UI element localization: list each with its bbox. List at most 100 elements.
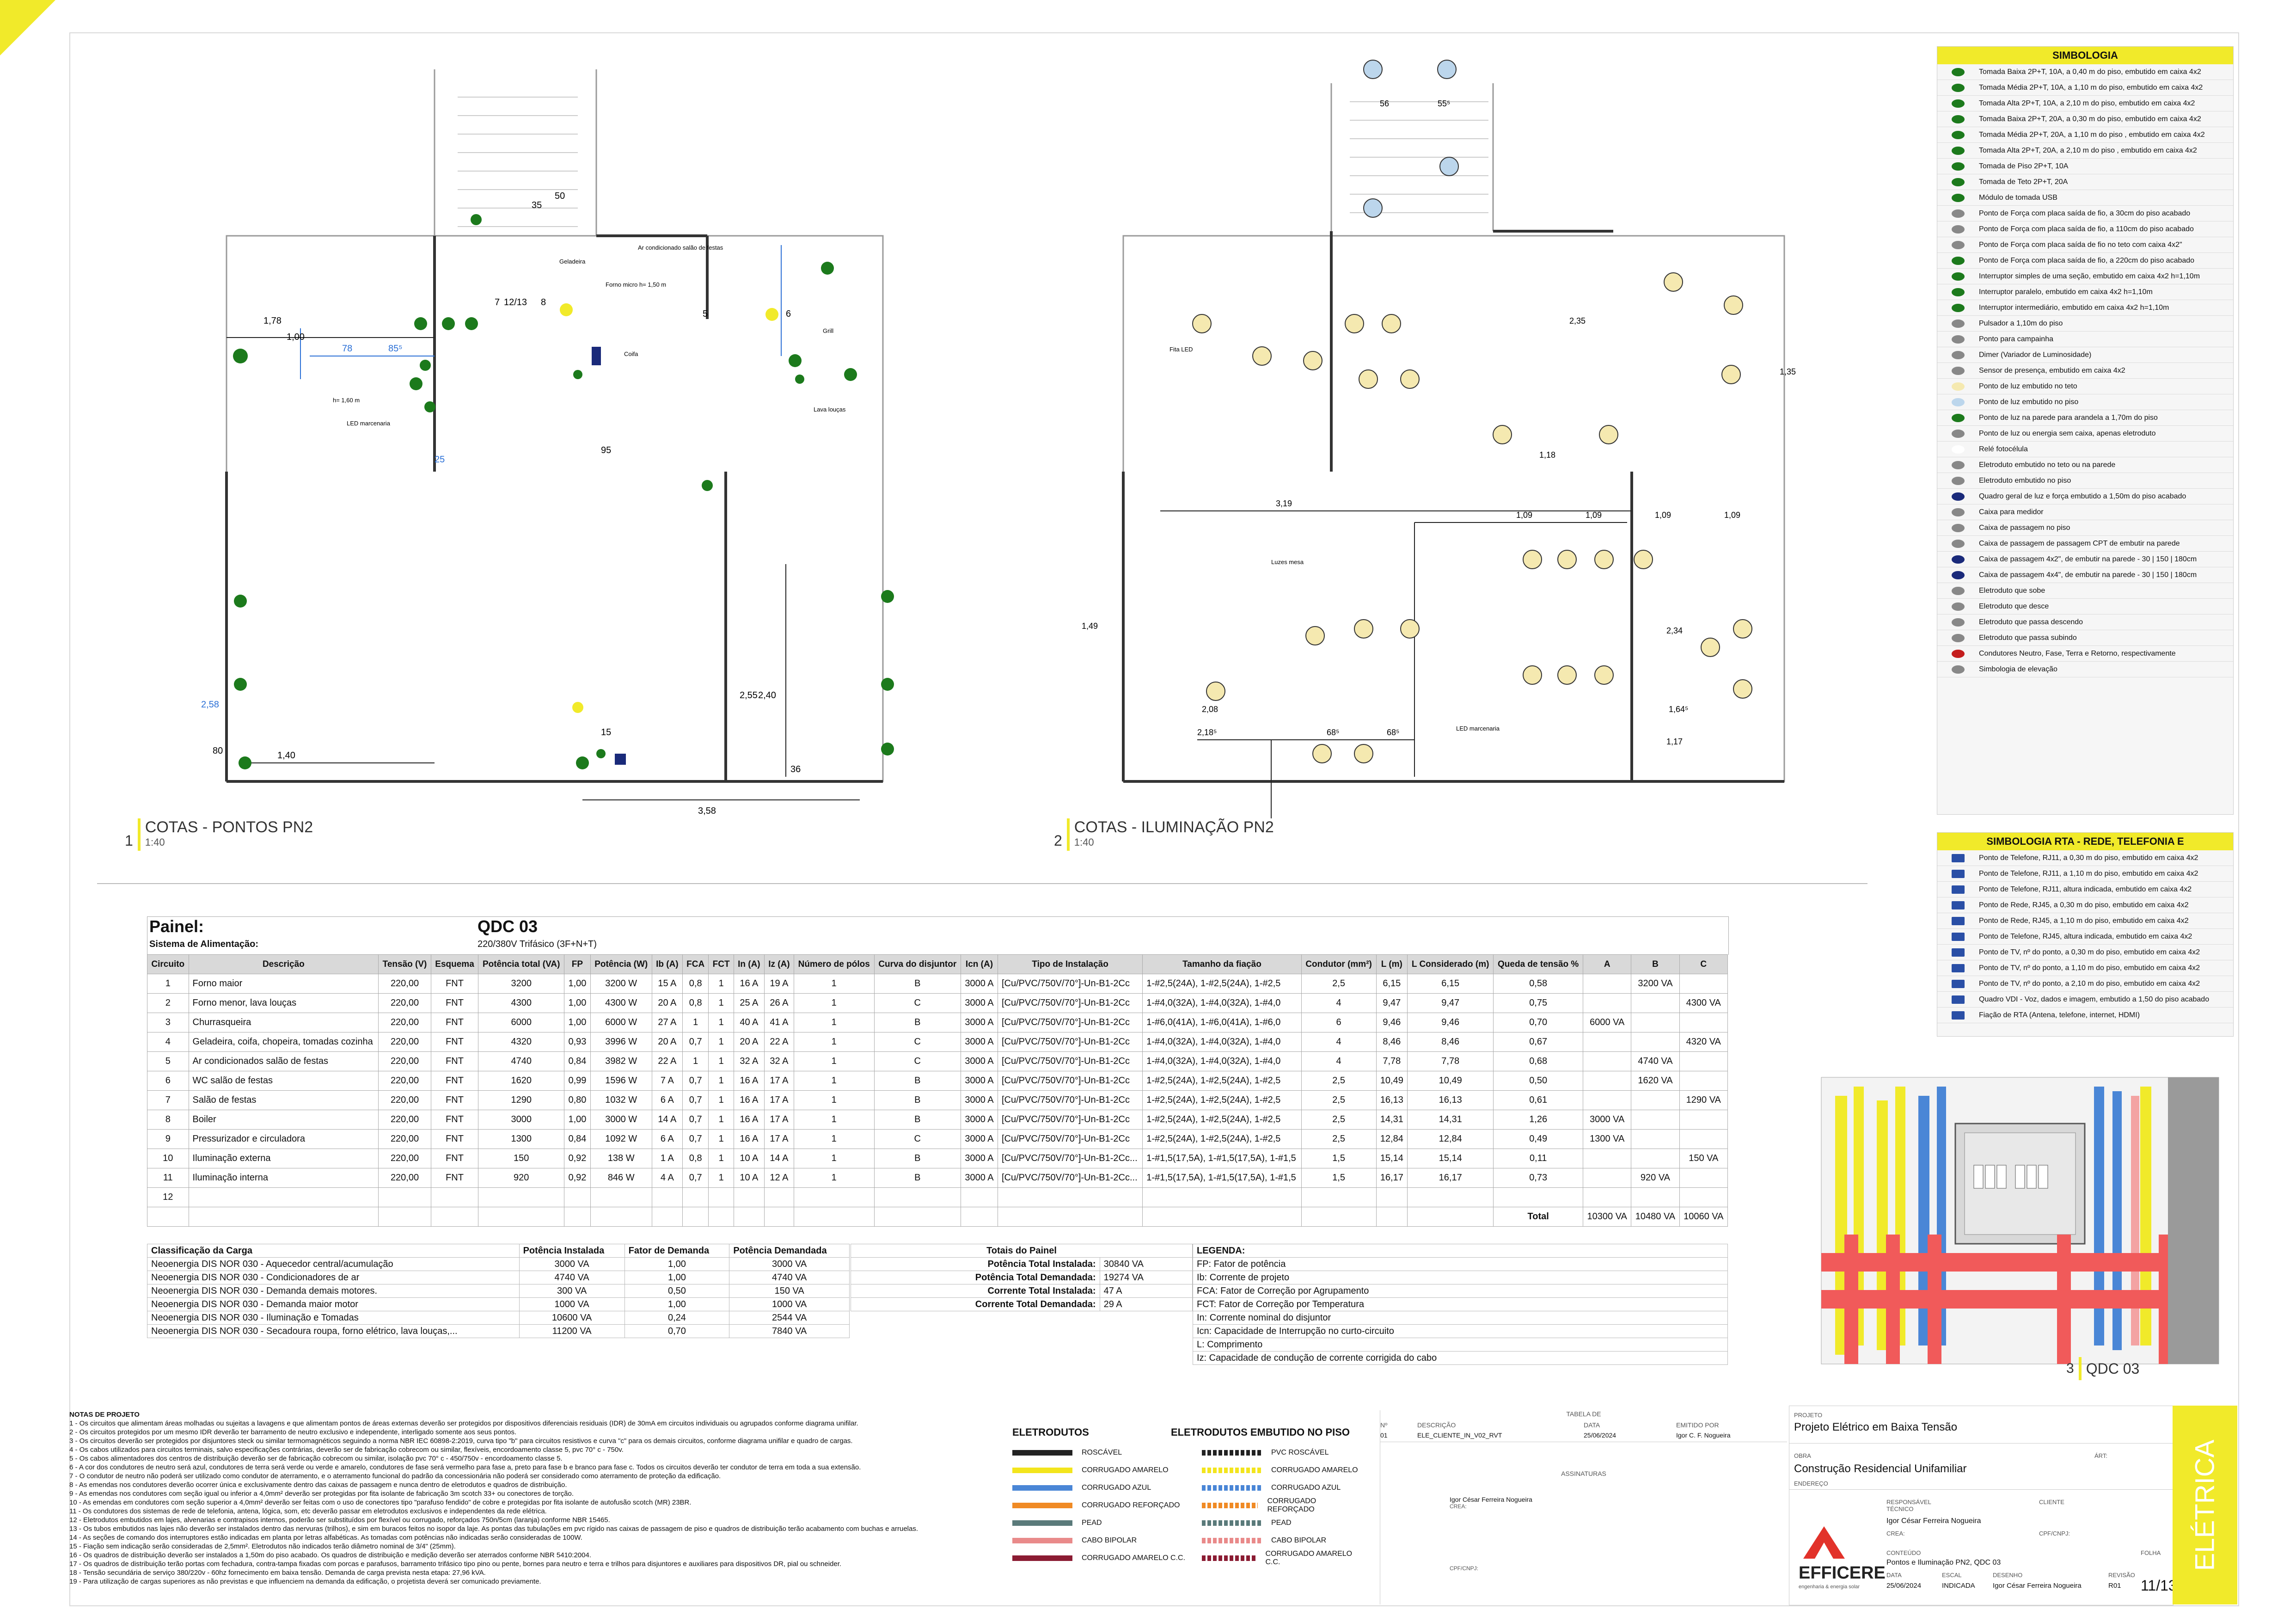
table-cell <box>1301 1187 1377 1207</box>
table-cell <box>1142 1207 1302 1227</box>
eletroduto-piso-item: CORRUGADO AZUL <box>1202 1479 1359 1497</box>
table-cell: 26 A <box>764 993 794 1013</box>
cls-row: Neoenergia DIS NOR 030 - Demanda maior m… <box>147 1297 850 1311</box>
table-cell: 20 A <box>651 993 683 1013</box>
cls-cell: 4740 VA <box>729 1271 850 1284</box>
table-cell: 6000 VA <box>1583 1013 1632 1032</box>
cls-cell: 2544 VA <box>729 1311 850 1325</box>
legend-item: Tomada Média 2P+T, 20A, a 1,10 m do piso… <box>1937 127 2233 143</box>
legend-rta-icon <box>1937 948 1979 957</box>
table-cell <box>478 1187 565 1207</box>
legend-rta-item: Fiação de RTA (Antena, telefone, interne… <box>1937 1008 2233 1023</box>
table-cell: 920 VA <box>1631 1168 1680 1188</box>
eletroduto-row: CORRUGADO AMARELO C.C. CORRUGADO AMARELO … <box>1012 1549 1359 1567</box>
table-cell: FNT <box>430 1013 479 1032</box>
data-value: 25/06/2024 <box>1886 1582 1922 1590</box>
table-cell: Geladeira, coifa, chopeira, tomadas cozi… <box>188 1032 379 1052</box>
desenho-value: Igor César Ferreira Nogueira <box>1993 1582 2082 1590</box>
legend-symbol-icon <box>1937 288 1979 296</box>
legend-rta-icon <box>1937 932 1979 941</box>
dim-50: 50 <box>555 191 565 201</box>
legend-item-label: Simbologia de elevação <box>1979 665 2057 673</box>
totais-value: 47 A <box>1099 1284 1193 1298</box>
table-row: 6 WC salão de festas 220,00 FNT 1620 0,99 1596… <box>147 1071 1728 1091</box>
revisao-label: REVISÃO <box>2108 1572 2135 1579</box>
totais-label: Corrente Total Instalada: <box>851 1284 1100 1298</box>
table-cell: 1 <box>793 974 875 994</box>
legend-item: Ponto de luz ou energia sem caixa, apena… <box>1937 426 2233 442</box>
cls-row: Neoenergia DIS NOR 030 - Demanda demais … <box>147 1284 850 1298</box>
legenda-item: FCA: Fator de Correção por Agrupamento <box>1193 1284 1728 1298</box>
legend-item: Eletroduto que sobe <box>1937 583 2233 599</box>
table-cell: 1 <box>708 974 734 994</box>
table-cell: 0,7 <box>682 1071 709 1091</box>
legend-symbol-icon <box>1937 523 1979 532</box>
table-cell: 6000 W <box>590 1013 652 1032</box>
legend-symbol-icon <box>1937 178 1979 186</box>
legend-symbol-icon <box>1937 225 1979 233</box>
table-cell <box>1583 1187 1632 1207</box>
table-cell: 20 A <box>733 1032 765 1052</box>
legend-symbol-icon <box>1937 618 1979 627</box>
table-cell: 1 <box>793 1013 875 1032</box>
legend-symbol-icon <box>1937 130 1979 139</box>
legend-item-label: Módulo de tomada USB <box>1979 193 2057 202</box>
table-cell: 3982 W <box>590 1051 652 1071</box>
cls-cell: 3000 VA <box>519 1257 625 1271</box>
legenda-item: FCT: Fator de Correção por Temperatura <box>1193 1297 1728 1311</box>
table-cell: 1 <box>793 1149 875 1168</box>
table-row: 11 Iluminação interna 220,00 FNT 920 0,92 846 … <box>147 1168 1728 1188</box>
legend-rta-label: Ponto de TV, nº do ponto, a 1,10 m do pi… <box>1979 964 2200 972</box>
table-cell: 3000 A <box>961 974 998 994</box>
table-cell <box>1407 1207 1494 1227</box>
table-cell: 10,49 <box>1376 1071 1408 1091</box>
cls-cell: 1,00 <box>624 1271 730 1284</box>
cls-cell: 0,70 <box>624 1324 730 1338</box>
table-cell: 12 A <box>764 1168 794 1188</box>
table-cell: 4740 <box>478 1051 565 1071</box>
table-cell <box>793 1207 875 1227</box>
eletroduto-piso-line <box>1202 1538 1262 1543</box>
table-cell: Boiler <box>188 1110 379 1130</box>
table-cell: 1 <box>708 1149 734 1168</box>
table-cell <box>1583 1149 1632 1168</box>
table-header: FCT <box>708 954 734 974</box>
totais-value: 19274 VA <box>1099 1271 1193 1284</box>
table-cell <box>1631 1032 1680 1052</box>
table-cell: 220,00 <box>378 1071 431 1091</box>
table-cell: 0,80 <box>564 1090 591 1110</box>
panel-table: Circuito Descrição Tensão (V) Esquema Potênc… <box>147 954 1728 1227</box>
legend-item-label: Eletroduto que passa subindo <box>1979 633 2077 642</box>
table-cell: 12 <box>147 1187 189 1207</box>
notas-title: NOTAS DE PROJETO <box>69 1411 140 1419</box>
classificacao-table: Classificação da Carga Potência Instalada… <box>147 1244 850 1338</box>
legend-item: Eletroduto que desce <box>1937 599 2233 614</box>
crea-label: CREA: <box>1886 1530 1905 1537</box>
table-cell: 1 <box>793 1071 875 1091</box>
table-cell <box>590 1207 652 1227</box>
table-cell: 16 A <box>733 1110 765 1130</box>
label-led-2: LED marcenaria <box>1456 725 1500 732</box>
table-cell <box>1583 1168 1632 1188</box>
dim-109-d: 1,09 <box>1724 510 1740 520</box>
table-cell: C <box>874 1129 961 1149</box>
legenda-row: L: Comprimento <box>1193 1338 1728 1352</box>
table-header: Tamanho da fiação <box>1142 954 1302 974</box>
table-cell: 3 <box>147 1013 189 1032</box>
dim-235: 2,35 <box>1569 316 1586 326</box>
table-header: FP <box>564 954 591 974</box>
legend-item-label: Caixa para medidor <box>1979 508 2044 516</box>
table-cell: 8 <box>147 1110 189 1130</box>
cls-cell: 11200 VA <box>519 1324 625 1338</box>
legend-rta-icon <box>1937 979 1979 988</box>
table-cell: 1,26 <box>1493 1110 1584 1130</box>
table-cell: 150 VA <box>1679 1149 1728 1168</box>
table-cell: [Cu/PVC/750V/70°]-Un-B1-2Cc... <box>997 1168 1143 1188</box>
discipline-strip: ELÉTRICA <box>2173 1406 2237 1604</box>
legend-item: Ponto de Força com placa saída de fio, a… <box>1937 221 2233 237</box>
table-cell: 220,00 <box>378 974 431 994</box>
table-cell: WC salão de festas <box>188 1071 379 1091</box>
legend-rta-label: Ponto de TV, nº do ponto, a 2,10 m do pi… <box>1979 979 2200 988</box>
nota-item: 18 - Tensão secundária de serviço 380/22… <box>69 1569 486 1577</box>
dim-85: 85⁵ <box>388 344 403 354</box>
